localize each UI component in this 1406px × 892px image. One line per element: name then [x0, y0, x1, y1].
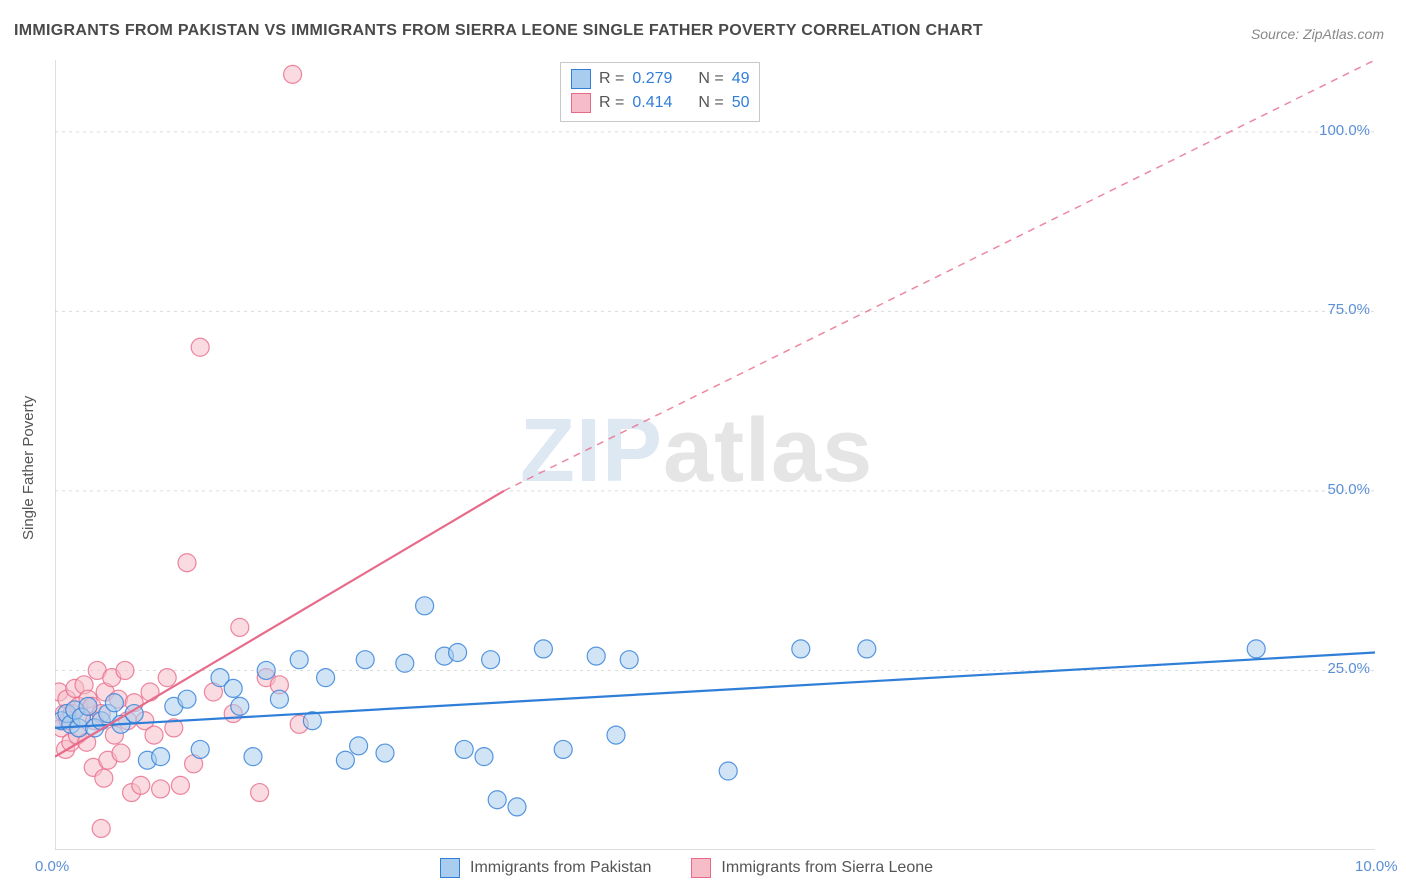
series-label-sierraleone: Immigrants from Sierra Leone: [721, 859, 933, 877]
y-tick-label: 50.0%: [1315, 481, 1370, 498]
stats-row-sierraleone: R = 0.414 N = 50: [571, 91, 749, 115]
y-axis-label: Single Father Poverty: [20, 396, 37, 540]
series-legend: Immigrants from Pakistan Immigrants from…: [440, 858, 933, 878]
y-tick-label: 100.0%: [1315, 122, 1370, 139]
source-label: Source: ZipAtlas.com: [1251, 26, 1384, 42]
x-tick-label: 10.0%: [1355, 858, 1398, 875]
r-label: R =: [599, 91, 624, 115]
stats-legend: R = 0.279 N = 49 R = 0.414 N = 50: [560, 62, 760, 122]
scatter-plot: [55, 60, 1375, 850]
swatch-pakistan: [571, 69, 591, 89]
swatch-sierraleone: [571, 93, 591, 113]
x-tick-label: 0.0%: [35, 858, 69, 875]
r-label: R =: [599, 67, 624, 91]
r-value-sierraleone: 0.414: [632, 91, 684, 115]
n-label: N =: [698, 67, 723, 91]
r-value-pakistan: 0.279: [632, 67, 684, 91]
n-value-pakistan: 49: [732, 67, 750, 91]
y-tick-label: 75.0%: [1315, 301, 1370, 318]
series-label-pakistan: Immigrants from Pakistan: [470, 859, 651, 877]
stats-row-pakistan: R = 0.279 N = 49: [571, 67, 749, 91]
swatch-pakistan: [440, 858, 460, 878]
y-tick-label: 25.0%: [1315, 660, 1370, 677]
n-label: N =: [698, 91, 723, 115]
chart-title: IMMIGRANTS FROM PAKISTAN VS IMMIGRANTS F…: [14, 22, 983, 40]
swatch-sierraleone: [691, 858, 711, 878]
n-value-sierraleone: 50: [732, 91, 750, 115]
